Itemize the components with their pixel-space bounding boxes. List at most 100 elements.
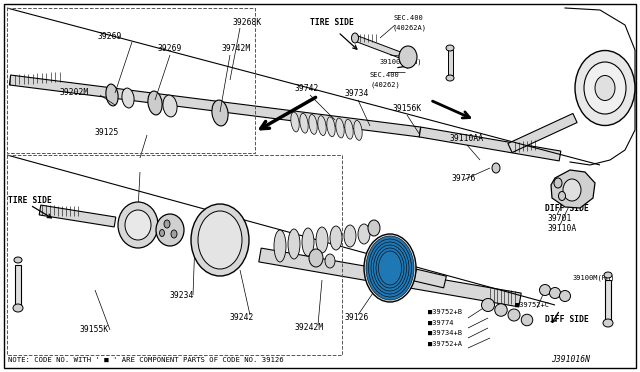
Bar — [7, 155, 342, 355]
Ellipse shape — [446, 45, 454, 51]
Text: DIFF SIDE: DIFF SIDE — [545, 203, 589, 212]
Ellipse shape — [318, 116, 326, 135]
Text: 39734: 39734 — [345, 89, 369, 97]
Text: TIRE SIDE: TIRE SIDE — [310, 17, 354, 26]
Ellipse shape — [336, 118, 344, 138]
Ellipse shape — [291, 112, 299, 132]
Text: 39202M: 39202M — [60, 87, 89, 96]
Text: 39126: 39126 — [345, 314, 369, 323]
Ellipse shape — [330, 226, 342, 250]
Text: ■39752+B: ■39752+B — [428, 309, 462, 315]
Ellipse shape — [171, 230, 177, 238]
Polygon shape — [551, 170, 595, 208]
Text: 39269: 39269 — [158, 44, 182, 52]
Text: ■39752+C: ■39752+C — [515, 302, 549, 308]
Ellipse shape — [125, 210, 151, 240]
Ellipse shape — [159, 230, 164, 237]
Text: SEC.400: SEC.400 — [393, 15, 423, 21]
Ellipse shape — [274, 230, 286, 262]
Ellipse shape — [550, 288, 561, 298]
Bar — [419, 127, 561, 161]
Ellipse shape — [563, 179, 581, 201]
Ellipse shape — [163, 95, 177, 117]
Bar — [508, 113, 577, 153]
Text: (40262): (40262) — [370, 82, 400, 88]
Text: J391016N: J391016N — [551, 356, 590, 365]
Ellipse shape — [584, 62, 626, 114]
Ellipse shape — [316, 227, 328, 253]
Text: (40262A): (40262A) — [393, 25, 427, 31]
Text: 39242: 39242 — [230, 314, 254, 323]
Ellipse shape — [164, 220, 170, 228]
Bar — [7, 8, 255, 153]
Ellipse shape — [595, 76, 615, 100]
Text: 39110AA: 39110AA — [450, 134, 484, 142]
Text: 39242M: 39242M — [295, 324, 324, 333]
Text: DIFF SIDE: DIFF SIDE — [545, 315, 589, 324]
Text: 39742M: 39742M — [222, 44, 252, 52]
Text: 39100M(RH): 39100M(RH) — [380, 59, 422, 65]
Ellipse shape — [604, 272, 612, 278]
Ellipse shape — [554, 178, 562, 188]
Ellipse shape — [325, 254, 335, 268]
Ellipse shape — [575, 51, 635, 125]
Ellipse shape — [603, 319, 613, 327]
Text: 39100M(RH): 39100M(RH) — [573, 275, 616, 281]
Ellipse shape — [399, 46, 417, 68]
Bar — [39, 205, 116, 227]
Ellipse shape — [446, 75, 454, 81]
Ellipse shape — [354, 121, 362, 140]
Text: 39155K: 39155K — [80, 326, 109, 334]
Ellipse shape — [351, 33, 358, 43]
Ellipse shape — [364, 234, 416, 302]
Bar — [10, 75, 420, 137]
Ellipse shape — [368, 220, 380, 236]
Text: TIRE SIDE: TIRE SIDE — [8, 196, 52, 205]
Bar — [447, 50, 452, 75]
Ellipse shape — [156, 214, 184, 246]
Text: SEC.400: SEC.400 — [370, 72, 400, 78]
Ellipse shape — [376, 248, 404, 288]
Ellipse shape — [309, 115, 317, 134]
Ellipse shape — [345, 119, 353, 139]
Text: 39234: 39234 — [170, 291, 195, 299]
Ellipse shape — [378, 251, 401, 285]
Ellipse shape — [358, 224, 370, 244]
Bar — [259, 248, 521, 307]
Text: 39742: 39742 — [295, 83, 319, 93]
Ellipse shape — [14, 257, 22, 263]
Text: 39268K: 39268K — [233, 17, 262, 26]
Ellipse shape — [492, 163, 500, 173]
Ellipse shape — [300, 113, 308, 133]
Ellipse shape — [369, 239, 412, 297]
Text: ■39734+B: ■39734+B — [428, 330, 462, 336]
Text: 39701: 39701 — [548, 214, 572, 222]
Ellipse shape — [559, 291, 570, 301]
Ellipse shape — [198, 211, 242, 269]
Ellipse shape — [508, 309, 520, 321]
Ellipse shape — [13, 304, 23, 312]
Ellipse shape — [288, 229, 300, 259]
Ellipse shape — [495, 304, 508, 316]
Text: 39125: 39125 — [95, 128, 120, 137]
Bar — [15, 265, 21, 305]
Bar — [354, 35, 401, 58]
Ellipse shape — [309, 249, 323, 267]
Ellipse shape — [118, 202, 158, 248]
Ellipse shape — [559, 192, 566, 201]
Ellipse shape — [540, 285, 550, 295]
Bar — [605, 280, 611, 320]
Bar — [413, 269, 446, 288]
Ellipse shape — [148, 91, 162, 115]
Ellipse shape — [371, 242, 409, 294]
Text: 39110A: 39110A — [548, 224, 577, 232]
Text: 39776: 39776 — [452, 173, 476, 183]
Ellipse shape — [327, 117, 335, 137]
Ellipse shape — [191, 204, 249, 276]
Ellipse shape — [366, 236, 414, 300]
Ellipse shape — [374, 245, 406, 291]
Ellipse shape — [302, 228, 314, 256]
Text: 39156K: 39156K — [393, 103, 422, 112]
Text: ■39774: ■39774 — [428, 320, 454, 326]
Text: 39269: 39269 — [98, 32, 122, 41]
